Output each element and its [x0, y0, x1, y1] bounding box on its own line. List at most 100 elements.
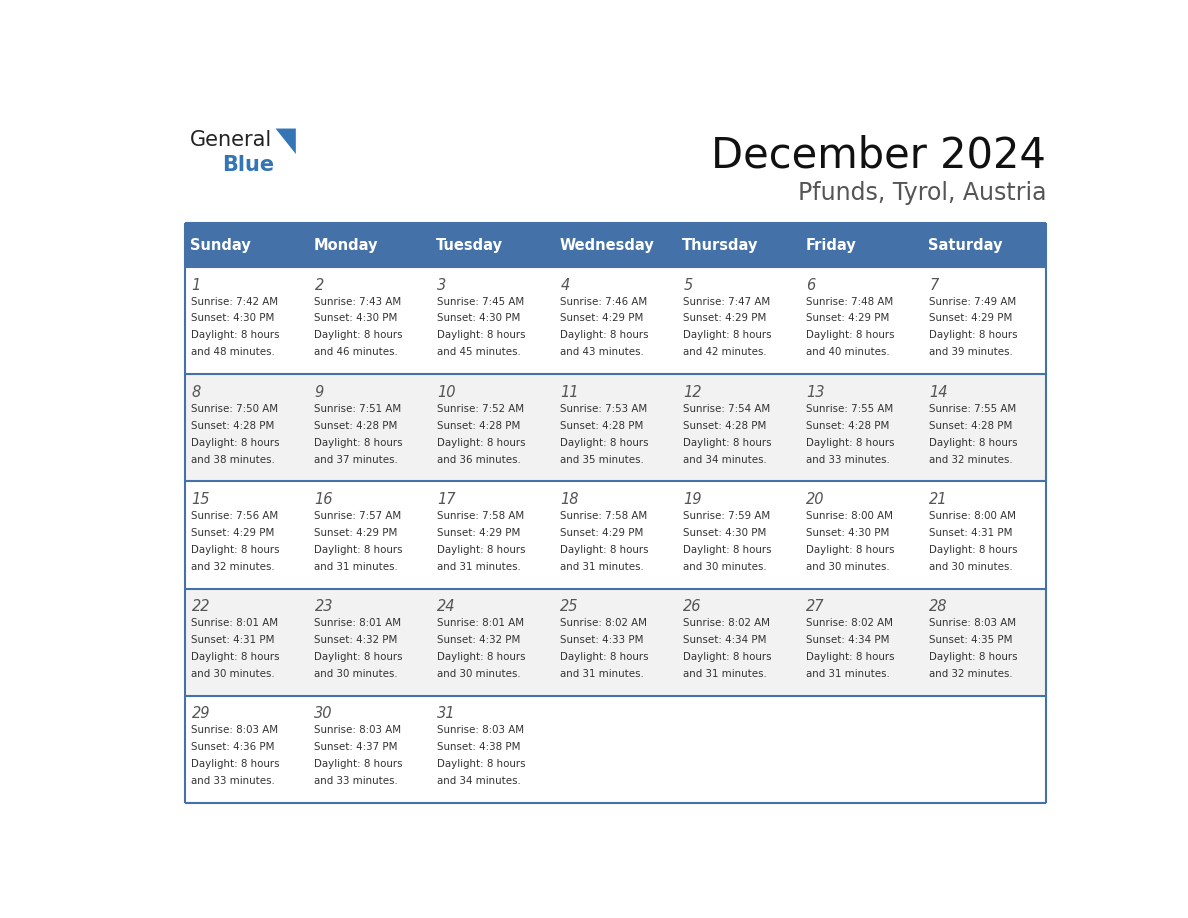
Text: Sunset: 4:30 PM: Sunset: 4:30 PM	[191, 313, 274, 323]
Text: Sunset: 4:30 PM: Sunset: 4:30 PM	[683, 528, 766, 538]
Bar	[801, 481, 923, 588]
Text: and 38 minutes.: and 38 minutes.	[191, 454, 276, 465]
Text: Sunset: 4:37 PM: Sunset: 4:37 PM	[315, 742, 398, 752]
Text: 25: 25	[561, 599, 579, 614]
Bar	[431, 267, 555, 375]
Text: 27: 27	[807, 599, 824, 614]
Text: Sunrise: 8:01 AM: Sunrise: 8:01 AM	[191, 618, 279, 628]
Text: 30: 30	[315, 707, 333, 722]
Text: Sunrise: 7:48 AM: Sunrise: 7:48 AM	[807, 297, 893, 307]
Text: Sunday: Sunday	[190, 238, 251, 252]
Text: Daylight: 8 hours: Daylight: 8 hours	[929, 438, 1018, 448]
Text: Sunset: 4:29 PM: Sunset: 4:29 PM	[191, 528, 274, 538]
Text: 2: 2	[315, 278, 323, 293]
Bar	[801, 267, 923, 375]
Text: 17: 17	[437, 492, 456, 507]
Text: Daylight: 8 hours: Daylight: 8 hours	[807, 438, 895, 448]
Text: Saturday: Saturday	[928, 238, 1003, 252]
Text: Sunrise: 8:01 AM: Sunrise: 8:01 AM	[315, 618, 402, 628]
Text: and 31 minutes.: and 31 minutes.	[561, 669, 644, 678]
Text: Sunrise: 8:00 AM: Sunrise: 8:00 AM	[929, 511, 1017, 521]
Text: Sunrise: 8:02 AM: Sunrise: 8:02 AM	[683, 618, 770, 628]
Bar	[431, 481, 555, 588]
Bar	[923, 696, 1047, 803]
Bar	[431, 696, 555, 803]
Bar	[677, 696, 801, 803]
Text: 28: 28	[929, 599, 948, 614]
Text: and 30 minutes.: and 30 minutes.	[683, 562, 767, 572]
Text: and 31 minutes.: and 31 minutes.	[807, 669, 890, 678]
Text: Daylight: 8 hours: Daylight: 8 hours	[191, 652, 280, 662]
Text: Daylight: 8 hours: Daylight: 8 hours	[929, 330, 1018, 341]
Text: and 36 minutes.: and 36 minutes.	[437, 454, 522, 465]
Bar	[923, 481, 1047, 588]
Text: 6: 6	[807, 278, 816, 293]
Text: 20: 20	[807, 492, 824, 507]
Text: Sunset: 4:32 PM: Sunset: 4:32 PM	[437, 635, 520, 645]
Text: Monday: Monday	[314, 238, 378, 252]
Text: Daylight: 8 hours: Daylight: 8 hours	[807, 652, 895, 662]
Bar	[677, 481, 801, 588]
Text: 23: 23	[315, 599, 333, 614]
Text: Sunrise: 7:58 AM: Sunrise: 7:58 AM	[437, 511, 525, 521]
Bar	[431, 223, 555, 267]
Bar	[185, 588, 309, 696]
Text: Sunset: 4:35 PM: Sunset: 4:35 PM	[929, 635, 1013, 645]
Bar	[923, 588, 1047, 696]
Text: 24: 24	[437, 599, 456, 614]
Text: Sunrise: 8:02 AM: Sunrise: 8:02 AM	[807, 618, 893, 628]
Text: 26: 26	[683, 599, 702, 614]
Text: 15: 15	[191, 492, 210, 507]
Text: December 2024: December 2024	[712, 135, 1047, 177]
Text: and 30 minutes.: and 30 minutes.	[929, 562, 1013, 572]
Bar	[309, 481, 431, 588]
Text: Daylight: 8 hours: Daylight: 8 hours	[683, 438, 772, 448]
Bar	[555, 267, 677, 375]
Text: General: General	[190, 130, 272, 150]
Bar	[555, 696, 677, 803]
Text: Daylight: 8 hours: Daylight: 8 hours	[437, 544, 526, 554]
Text: Sunset: 4:32 PM: Sunset: 4:32 PM	[315, 635, 398, 645]
Bar	[923, 267, 1047, 375]
Text: Sunset: 4:30 PM: Sunset: 4:30 PM	[437, 313, 520, 323]
Text: Daylight: 8 hours: Daylight: 8 hours	[561, 438, 649, 448]
Text: and 32 minutes.: and 32 minutes.	[929, 669, 1013, 678]
Text: Daylight: 8 hours: Daylight: 8 hours	[315, 330, 403, 341]
Text: Sunset: 4:29 PM: Sunset: 4:29 PM	[807, 313, 890, 323]
Text: Daylight: 8 hours: Daylight: 8 hours	[683, 652, 772, 662]
Bar	[677, 375, 801, 481]
Bar	[801, 375, 923, 481]
Text: and 31 minutes.: and 31 minutes.	[315, 562, 398, 572]
Text: and 39 minutes.: and 39 minutes.	[929, 347, 1013, 357]
Text: Sunset: 4:34 PM: Sunset: 4:34 PM	[683, 635, 767, 645]
Bar	[309, 267, 431, 375]
Text: Sunset: 4:34 PM: Sunset: 4:34 PM	[807, 635, 890, 645]
Text: 19: 19	[683, 492, 702, 507]
Text: Sunset: 4:29 PM: Sunset: 4:29 PM	[683, 313, 766, 323]
Bar	[185, 375, 309, 481]
Text: Friday: Friday	[805, 238, 855, 252]
Text: Sunset: 4:30 PM: Sunset: 4:30 PM	[315, 313, 398, 323]
Text: Sunset: 4:38 PM: Sunset: 4:38 PM	[437, 742, 520, 752]
Text: 7: 7	[929, 278, 939, 293]
Bar	[309, 223, 431, 267]
Text: Tuesday: Tuesday	[436, 238, 504, 252]
Text: Sunset: 4:28 PM: Sunset: 4:28 PM	[683, 420, 766, 431]
Text: Daylight: 8 hours: Daylight: 8 hours	[561, 330, 649, 341]
Text: Daylight: 8 hours: Daylight: 8 hours	[807, 330, 895, 341]
Text: Sunrise: 7:54 AM: Sunrise: 7:54 AM	[683, 404, 771, 414]
Text: Sunset: 4:28 PM: Sunset: 4:28 PM	[191, 420, 274, 431]
Text: and 30 minutes.: and 30 minutes.	[315, 669, 398, 678]
Text: Daylight: 8 hours: Daylight: 8 hours	[191, 438, 280, 448]
Text: 31: 31	[437, 707, 456, 722]
Bar	[555, 375, 677, 481]
Text: Sunrise: 7:55 AM: Sunrise: 7:55 AM	[807, 404, 893, 414]
Text: Sunrise: 8:01 AM: Sunrise: 8:01 AM	[437, 618, 525, 628]
Text: Sunrise: 8:00 AM: Sunrise: 8:00 AM	[807, 511, 893, 521]
Bar	[555, 223, 677, 267]
Text: Daylight: 8 hours: Daylight: 8 hours	[191, 330, 280, 341]
Text: Daylight: 8 hours: Daylight: 8 hours	[929, 544, 1018, 554]
Text: and 40 minutes.: and 40 minutes.	[807, 347, 890, 357]
Text: Sunset: 4:29 PM: Sunset: 4:29 PM	[561, 528, 644, 538]
Text: 13: 13	[807, 385, 824, 400]
